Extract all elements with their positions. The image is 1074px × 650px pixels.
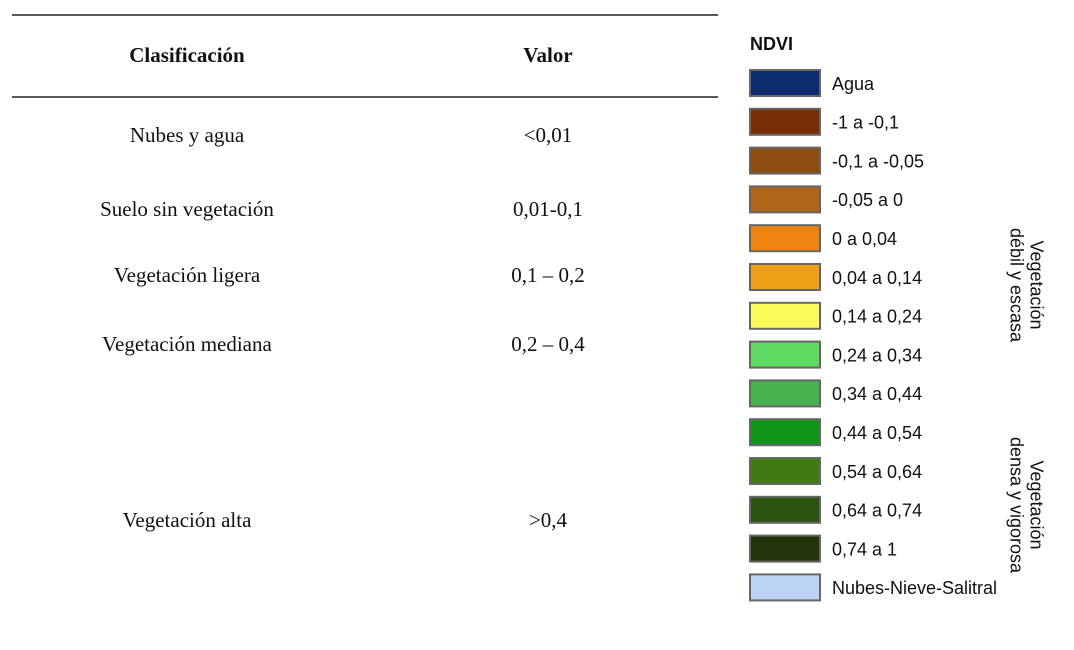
legend-label: 0,44 a 0,54: [832, 423, 922, 443]
table-cell: Nubes y agua: [130, 123, 245, 147]
legend-swatch: [749, 263, 821, 291]
legend-label: -0,05 a 0: [832, 190, 903, 210]
legend-title: NDVI: [750, 34, 793, 54]
legend-label: Agua: [832, 74, 875, 94]
legend-swatch: [749, 69, 821, 97]
legend-swatch: [749, 224, 821, 253]
legend-swatch: [749, 457, 821, 485]
group-label: Vegetación: [1026, 460, 1046, 549]
legend-label: 0,64 a 0,74: [832, 501, 922, 521]
group-label: Vegetación: [1026, 240, 1046, 329]
legend-label: 0,34 a 0,44: [832, 384, 922, 404]
table-cell: Vegetación ligera: [114, 263, 261, 287]
legend-swatch: [749, 379, 821, 408]
legend-swatch: [749, 107, 821, 136]
legend-swatch: [749, 573, 821, 602]
legend-swatch: [749, 418, 821, 447]
table-cell: 0,01-0,1: [513, 197, 583, 221]
table-cell: 0,1 – 0,2: [511, 263, 585, 287]
legend-label: 0 a 0,04: [832, 229, 897, 249]
table-cell: Suelo sin vegetación: [100, 197, 274, 221]
legend-label: 0,04 a 0,14: [832, 268, 922, 288]
legend-label: 0,24 a 0,34: [832, 345, 922, 365]
legend-label: 0,54 a 0,64: [832, 462, 922, 482]
legend-label: -0,1 a -0,05: [832, 151, 924, 171]
legend-swatch: [749, 495, 821, 524]
legend-label: 0,74 a 1: [832, 539, 897, 559]
group-label: débil y escasa: [1006, 228, 1026, 343]
table-cell: 0,2 – 0,4: [511, 332, 585, 356]
legend-swatch: [749, 301, 821, 330]
group-label: densa y vigorosa: [1006, 437, 1026, 574]
table-header: Valor: [523, 43, 572, 67]
legend-swatch: [749, 340, 821, 369]
table-cell: Vegetación mediana: [102, 332, 272, 356]
legend-swatch: [749, 534, 821, 563]
legend-swatch: [749, 146, 821, 175]
table-cell: Vegetación alta: [123, 508, 253, 532]
table-header: Clasificación: [129, 43, 245, 67]
table-cell: <0,01: [524, 123, 573, 147]
table-cell: >0,4: [529, 508, 568, 532]
legend-label: Nubes-Nieve-Salitral: [832, 578, 997, 598]
legend-label: -1 a -0,1: [832, 113, 899, 133]
legend-swatch: [749, 185, 821, 214]
legend-label: 0,14 a 0,24: [832, 307, 922, 327]
